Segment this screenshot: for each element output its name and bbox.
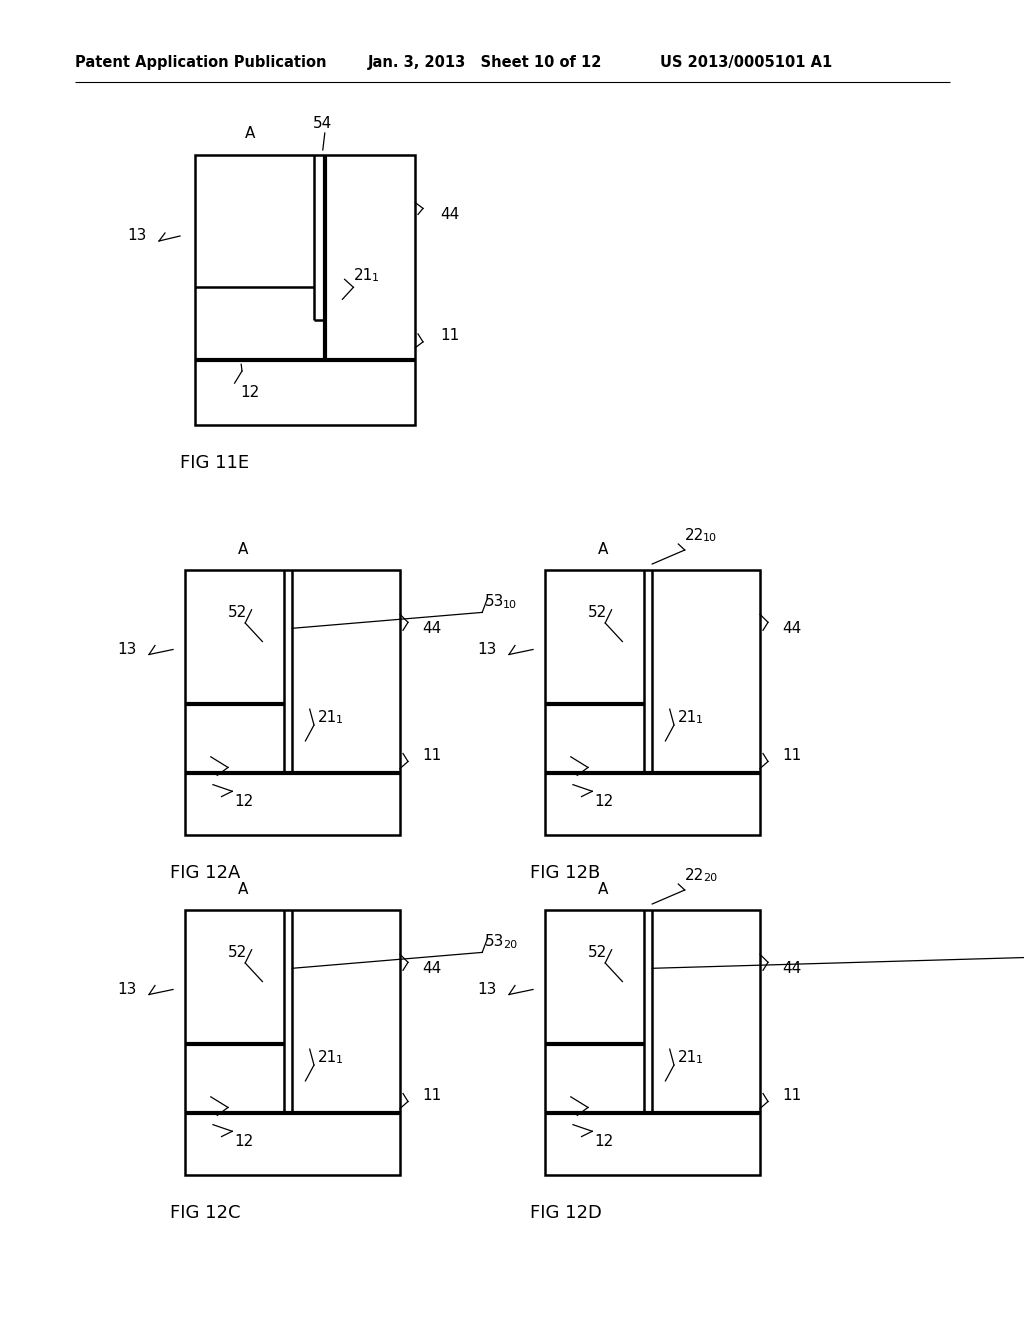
Text: FIG 12B: FIG 12B bbox=[530, 865, 600, 882]
Text: 44: 44 bbox=[782, 961, 801, 975]
Text: 13: 13 bbox=[118, 642, 137, 657]
Text: A: A bbox=[598, 883, 608, 898]
Text: 21: 21 bbox=[678, 1049, 697, 1064]
Text: 10: 10 bbox=[503, 599, 517, 610]
Bar bbox=[195, 154, 415, 425]
Text: 12: 12 bbox=[595, 1134, 613, 1150]
Bar bbox=[185, 909, 400, 1175]
Text: A: A bbox=[598, 543, 608, 557]
Text: FIG 11E: FIG 11E bbox=[180, 454, 249, 473]
Text: 44: 44 bbox=[422, 961, 441, 975]
Text: 11: 11 bbox=[440, 329, 459, 343]
Text: 52: 52 bbox=[228, 945, 247, 960]
Text: 21: 21 bbox=[678, 710, 697, 725]
Text: 13: 13 bbox=[128, 228, 147, 243]
Text: 1: 1 bbox=[696, 1055, 703, 1065]
Text: 52: 52 bbox=[588, 605, 607, 620]
Text: 12: 12 bbox=[234, 795, 254, 809]
Text: 44: 44 bbox=[440, 207, 459, 222]
Text: 53: 53 bbox=[485, 594, 505, 610]
Text: FIG 12C: FIG 12C bbox=[170, 1204, 241, 1222]
Text: 52: 52 bbox=[588, 945, 607, 960]
Text: 22: 22 bbox=[685, 867, 705, 883]
Text: 20: 20 bbox=[702, 873, 717, 883]
Text: 11: 11 bbox=[422, 1088, 441, 1104]
Text: 11: 11 bbox=[782, 748, 801, 763]
Text: 11: 11 bbox=[782, 1088, 801, 1104]
Text: Jan. 3, 2013   Sheet 10 of 12: Jan. 3, 2013 Sheet 10 of 12 bbox=[368, 54, 602, 70]
Text: FIG 12A: FIG 12A bbox=[170, 865, 241, 882]
Text: 52: 52 bbox=[228, 605, 247, 620]
Bar bbox=[545, 909, 760, 1175]
Text: 12: 12 bbox=[234, 1134, 254, 1150]
Text: A: A bbox=[238, 883, 248, 898]
Text: FIG 12D: FIG 12D bbox=[530, 1204, 602, 1222]
Bar bbox=[545, 570, 760, 836]
Text: 1: 1 bbox=[696, 715, 703, 725]
Text: 22: 22 bbox=[685, 528, 705, 543]
Text: 13: 13 bbox=[118, 982, 137, 997]
Text: 53: 53 bbox=[485, 935, 505, 949]
Text: 1: 1 bbox=[336, 1055, 343, 1065]
Text: 21: 21 bbox=[318, 710, 338, 725]
Text: 21: 21 bbox=[318, 1049, 338, 1064]
Bar bbox=[185, 570, 400, 836]
Text: 54: 54 bbox=[313, 116, 332, 131]
Text: Patent Application Publication: Patent Application Publication bbox=[75, 54, 327, 70]
Text: US 2013/0005101 A1: US 2013/0005101 A1 bbox=[660, 54, 833, 70]
Text: 13: 13 bbox=[477, 642, 497, 657]
Text: 11: 11 bbox=[422, 748, 441, 763]
Text: 13: 13 bbox=[477, 982, 497, 997]
Text: 44: 44 bbox=[422, 620, 441, 636]
Text: A: A bbox=[238, 543, 248, 557]
Text: 21: 21 bbox=[353, 268, 373, 282]
Text: 1: 1 bbox=[372, 273, 379, 284]
Text: 10: 10 bbox=[702, 533, 717, 543]
Text: 1: 1 bbox=[336, 715, 343, 725]
Text: 12: 12 bbox=[595, 795, 613, 809]
Text: 44: 44 bbox=[782, 620, 801, 636]
Text: 12: 12 bbox=[241, 385, 260, 400]
Text: A: A bbox=[245, 125, 255, 140]
Text: 20: 20 bbox=[503, 940, 517, 950]
